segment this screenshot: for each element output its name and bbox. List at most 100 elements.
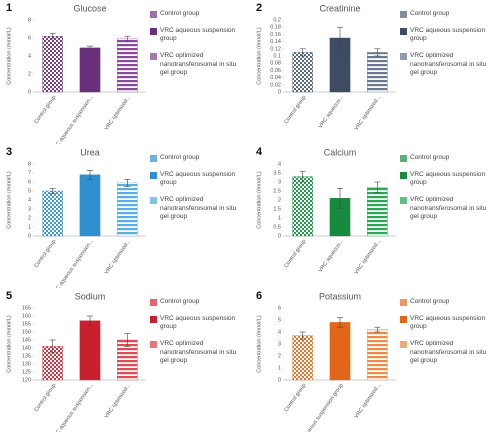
legend-label: Control group: [410, 10, 450, 17]
bar: [79, 174, 101, 237]
y-tick-label: 165: [22, 305, 31, 311]
legend: Control group VRC aqueous suspension grou…: [150, 298, 246, 374]
x-tick-label: VRC aqueous suspension...: [51, 238, 95, 288]
legend-swatch: [150, 11, 157, 18]
y-tick-label: 4: [278, 329, 281, 335]
legend-swatch: [400, 197, 407, 205]
y-tick-label: 0: [28, 89, 31, 95]
legend-item: VRC aqueous suspension group: [150, 171, 246, 187]
legend-label: VRC aqueous suspension group: [160, 27, 236, 43]
y-tick-label: 150: [22, 329, 31, 335]
x-tick-label: VRC optimized...: [354, 94, 383, 132]
y-tick-label: 5: [278, 317, 281, 323]
legend-label: Control group: [410, 298, 450, 305]
chart-panel: 2 Creatinine Concentration (mmol/L) 0 0.02 0.…: [250, 0, 500, 144]
legend-swatch: [400, 11, 407, 18]
error-bar: [87, 315, 93, 326]
legend-label: VRC optimized nanotransferosomal in situ…: [160, 52, 237, 76]
legend-label: VRC aqueous suspension group: [410, 171, 486, 187]
error-bar: [299, 48, 306, 57]
x-tick-label: Control group: [283, 239, 307, 270]
legend-swatch: [150, 155, 157, 162]
panel-label: 6: [256, 290, 262, 302]
y-tick-label: 1: [28, 224, 31, 230]
error-bar: [337, 187, 343, 209]
y-tick-label: 6: [28, 35, 31, 41]
legend-label: Control group: [160, 154, 200, 161]
legend-label: VRC aqueous suspension group: [410, 27, 486, 43]
error-bar: [124, 333, 131, 347]
bar: [79, 320, 101, 381]
error-bar: [337, 317, 343, 328]
y-tick-label: 0.18: [270, 25, 281, 31]
error-bar: [87, 45, 93, 51]
legend-label: Control group: [160, 10, 200, 17]
legend-swatch: [150, 197, 157, 205]
panel-label: 4: [256, 146, 263, 158]
legend: Control group VRC aqueous suspension grou…: [400, 10, 496, 86]
chart-panel: 1 Glucose Concentration (mmol/L) 0 2 4 6 8 Contr…: [0, 0, 250, 144]
legend-item: VRC optimized nanotransferosomal in situ…: [150, 340, 246, 364]
error-bar: [124, 178, 131, 187]
legend: Control group VRC aqueous suspension grou…: [400, 154, 496, 230]
legend-item: VRC aqueous suspension group: [150, 315, 246, 331]
chart: 4 Calcium Concentration (mmol/L) 0 0.5 1 1.5 2 2…: [256, 146, 396, 276]
legend-label: VRC optimized nanotransferosomal in situ…: [160, 340, 237, 364]
y-tick-label: 0.5: [273, 224, 281, 230]
y-tick-label: 1: [278, 215, 281, 221]
legend-label: VRC aqueous suspension group: [160, 171, 236, 187]
bar: [42, 190, 63, 237]
y-tick-label: 0.16: [270, 32, 281, 38]
chart-panel: 6 Potassium Concentration (mmol/L) 0 1 2 3 4 5 6 C…: [250, 288, 500, 432]
x-tick-label: VRC optimized...: [104, 238, 133, 276]
y-tick-label: 0.14: [270, 39, 281, 45]
legend-swatch: [400, 53, 407, 61]
error-bar: [49, 33, 56, 40]
error-bar: [124, 35, 131, 42]
panel-label: 5: [6, 290, 12, 302]
y-tick-label: 7: [28, 170, 31, 176]
bar: [292, 335, 313, 381]
legend-item: VRC aqueous suspension group: [150, 27, 246, 43]
y-tick-label: 3: [278, 179, 281, 185]
y-axis-label: Concentration (mmol/L): [6, 171, 12, 229]
y-tick-label: 6: [278, 305, 281, 311]
legend-item: VRC aqueous suspension group: [400, 315, 496, 331]
error-bar: [374, 326, 381, 333]
legend-swatch: [400, 299, 407, 306]
x-tick-label: Control group: [33, 383, 57, 414]
legend: Control group VRC aqueous suspension grou…: [400, 298, 496, 374]
legend-label: VRC optimized nanotransferosomal in situ…: [410, 52, 487, 76]
error-bar: [337, 26, 343, 50]
y-tick-label: 0.12: [270, 46, 281, 52]
bar: [367, 52, 388, 93]
legend: Control group VRC aqueous suspension grou…: [150, 154, 246, 230]
y-tick-label: 8: [28, 17, 31, 23]
x-tick-label: VRC aqueous suspension...: [51, 382, 95, 432]
x-tick-label: Control group: [33, 239, 57, 270]
chart-title: Potassium: [319, 291, 361, 301]
error-bar: [49, 187, 56, 195]
y-axis-label: Concentration (mmol/L): [256, 27, 262, 85]
y-tick-label: 160: [22, 313, 31, 319]
chart: 3 Urea Concentration (mmol/L) 0 1 2 3 4 5 6 7 8 Cont…: [6, 146, 146, 288]
y-tick-label: 1.5: [273, 206, 281, 212]
legend-item: VRC aqueous suspension group: [400, 27, 496, 43]
y-tick-label: 0: [278, 233, 281, 239]
chart-panel: 5 Sodium Concentration (mmol/L) 120 125 130 13…: [0, 288, 250, 432]
bar: [79, 47, 101, 93]
legend-item: Control group: [150, 10, 246, 18]
legend-swatch: [400, 341, 407, 349]
bar: [42, 36, 63, 93]
y-tick-label: 0.08: [270, 61, 281, 67]
chart-panel: 4 Calcium Concentration (mmol/L) 0 0.5 1 1.5 2 2…: [250, 144, 500, 288]
chart: 6 Potassium Concentration (mmol/L) 0 1 2 3 4 5 6 C…: [256, 290, 396, 432]
x-tick-label: VRC optimized...: [104, 94, 133, 132]
error-bar: [374, 48, 381, 57]
bar: [292, 176, 313, 237]
bar: [117, 182, 138, 237]
panel-label: 2: [256, 2, 262, 14]
y-tick-label: 0.1: [273, 53, 281, 59]
y-tick-label: 5: [28, 188, 31, 194]
